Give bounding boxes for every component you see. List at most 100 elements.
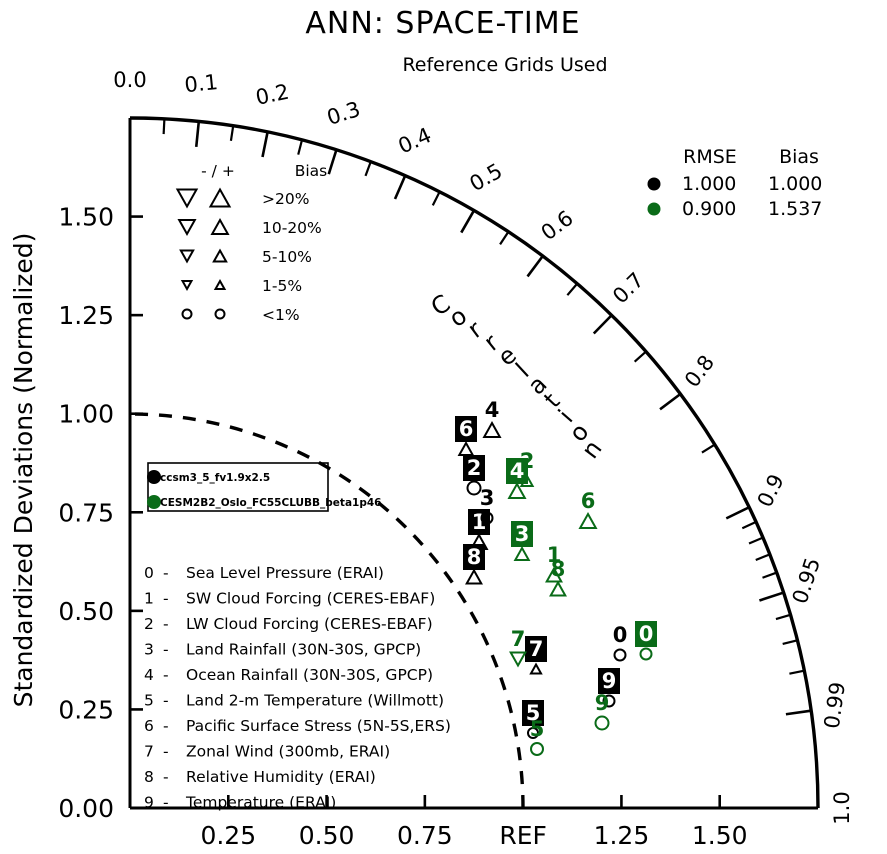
correlation-minor-tick bbox=[162, 118, 166, 135]
x-tick-label: 0.25 bbox=[200, 821, 256, 850]
data-point-id: 8 bbox=[467, 545, 482, 569]
model-legend: ccsm3_5_fv1.9x2.5 CESM2B2_Oslo_FC55CLUBB_… bbox=[147, 462, 381, 512]
data-point-box bbox=[463, 455, 485, 481]
correlation-label: 0.99 bbox=[820, 680, 850, 730]
marker-triangle bbox=[177, 219, 197, 237]
correlation-label: 0.5 bbox=[466, 159, 507, 196]
variable-legend-label: SW Cloud Forcing (CERES-EBAF) bbox=[186, 590, 435, 608]
data-point-box bbox=[525, 636, 547, 662]
marker-triangle bbox=[578, 511, 598, 529]
marker-circle bbox=[480, 511, 494, 525]
marker-triangle bbox=[457, 440, 475, 456]
correlation-minor-tick bbox=[748, 536, 764, 545]
data-point: 1 bbox=[468, 509, 490, 550]
marker-triangle bbox=[549, 580, 567, 597]
data-point: 9 bbox=[594, 691, 610, 731]
correlation-minor-tick bbox=[364, 161, 372, 177]
marker-circle bbox=[466, 480, 482, 496]
correlation-major-tick bbox=[393, 175, 407, 200]
model-legend-name: ccsm3_5_fv1.9x2.5 bbox=[160, 472, 270, 484]
data-point-id: 7 bbox=[511, 627, 526, 651]
variable-legend-label: Ocean Rainfall (30N-30S, GPCP) bbox=[186, 666, 433, 684]
data-point-id: 3 bbox=[515, 522, 530, 546]
variable-legend-label: Pacific Surface Stress (5N-5S,ERS) bbox=[186, 717, 451, 735]
variable-legend-id: 3 bbox=[144, 641, 154, 659]
data-point: 4 bbox=[482, 398, 502, 438]
y-tick-label: 0.75 bbox=[58, 498, 114, 527]
marker-triangle bbox=[175, 188, 199, 209]
correlation-major-tick bbox=[659, 392, 682, 411]
rmse-legend-bias-value: 1.000 bbox=[768, 173, 822, 195]
data-point: 8 bbox=[463, 544, 485, 585]
rmse-legend-dot bbox=[647, 177, 661, 191]
correlation-minor-tick bbox=[789, 669, 805, 675]
data-point-box bbox=[463, 544, 485, 570]
marker-triangle bbox=[513, 545, 531, 561]
data-point: 5 bbox=[530, 717, 544, 756]
bias-legend-row-label: <1% bbox=[262, 306, 300, 324]
y-axis-ticks bbox=[130, 116, 143, 711]
variable-legend-dash: - bbox=[163, 794, 169, 812]
variable-legend-dash: - bbox=[163, 692, 169, 710]
data-point: 3 bbox=[480, 486, 495, 525]
correlation-minor-tick bbox=[499, 231, 510, 246]
data-point-box bbox=[468, 509, 490, 535]
variable-legend-dash: - bbox=[163, 717, 169, 735]
rmse-legend-bias-value: 1.537 bbox=[768, 198, 822, 220]
correlation-label: 0.9 bbox=[753, 470, 789, 511]
variable-legend-id: 0 bbox=[144, 564, 154, 582]
variable-legend-label: Land 2-m Temperature (Willmott) bbox=[186, 692, 444, 710]
variable-legend-dash: - bbox=[163, 743, 169, 761]
correlation-label: 0.7 bbox=[608, 268, 649, 309]
y-tick-label: 1.50 bbox=[58, 203, 114, 232]
correlation-label: 0.8 bbox=[680, 351, 719, 392]
correlation-label: 0.3 bbox=[324, 97, 363, 130]
variable-legend: 0- Sea Level Pressure (ERAI)1- SW Cloud Fo… bbox=[144, 564, 451, 812]
correlation-minor-tick bbox=[633, 350, 647, 363]
correlation-ticks bbox=[128, 118, 812, 716]
data-point-id: 4 bbox=[485, 398, 500, 422]
data-point-box bbox=[506, 458, 528, 484]
variable-legend-dash: - bbox=[163, 615, 169, 633]
correlation-major-tick bbox=[460, 209, 476, 234]
data-point-id: 1 bbox=[547, 543, 562, 567]
marker-triangle bbox=[210, 217, 230, 235]
data-point: 7 bbox=[525, 636, 547, 675]
x-tick-label: REF bbox=[499, 821, 547, 850]
bias-legend-title: Bias bbox=[295, 162, 328, 180]
correlation-minor-tick bbox=[762, 571, 778, 579]
axis-lines bbox=[128, 118, 818, 810]
marker-circle bbox=[527, 727, 539, 739]
y-tick-label: 0.00 bbox=[58, 794, 114, 823]
marker-triangle bbox=[180, 280, 194, 292]
y-tick-label: 1.25 bbox=[58, 301, 114, 330]
model-legend-dot bbox=[147, 470, 161, 484]
correlation-major-tick bbox=[261, 131, 269, 158]
page-title: ANN: SPACE-TIME bbox=[305, 6, 580, 41]
correlation-major-tick bbox=[592, 314, 613, 335]
correlation-label: 1.0 bbox=[830, 791, 854, 824]
data-point: 4 bbox=[506, 458, 528, 499]
marker-triangle bbox=[212, 248, 228, 263]
data-point-id: 6 bbox=[581, 489, 596, 513]
variable-legend-label: Temperature (ERAI) bbox=[185, 794, 336, 812]
data-point: 2 bbox=[463, 455, 485, 496]
correlation-minor-tick bbox=[566, 282, 579, 296]
model-legend-dot bbox=[147, 495, 161, 509]
data-point: 7 bbox=[509, 627, 527, 668]
correlation-minor-tick bbox=[755, 553, 771, 561]
data-point-id: 3 bbox=[480, 486, 495, 510]
variable-legend-label: Relative Humidity (ERAI) bbox=[186, 768, 376, 786]
x-tick-label: 1.50 bbox=[692, 821, 748, 850]
variable-legend-dash: - bbox=[163, 641, 169, 659]
rmse-legend-col1-header: RMSE bbox=[683, 146, 737, 168]
variable-legend-id: 9 bbox=[144, 794, 154, 812]
marker-circle bbox=[530, 742, 544, 756]
x-tick-label: 1.25 bbox=[594, 821, 650, 850]
x-axis-tick-labels: 0.25 0.50 0.75 REF 1.25 1.50 bbox=[200, 821, 747, 850]
data-point: 0 bbox=[613, 623, 627, 662]
marker-triangle bbox=[208, 187, 232, 208]
data-point-id: 9 bbox=[595, 691, 610, 715]
